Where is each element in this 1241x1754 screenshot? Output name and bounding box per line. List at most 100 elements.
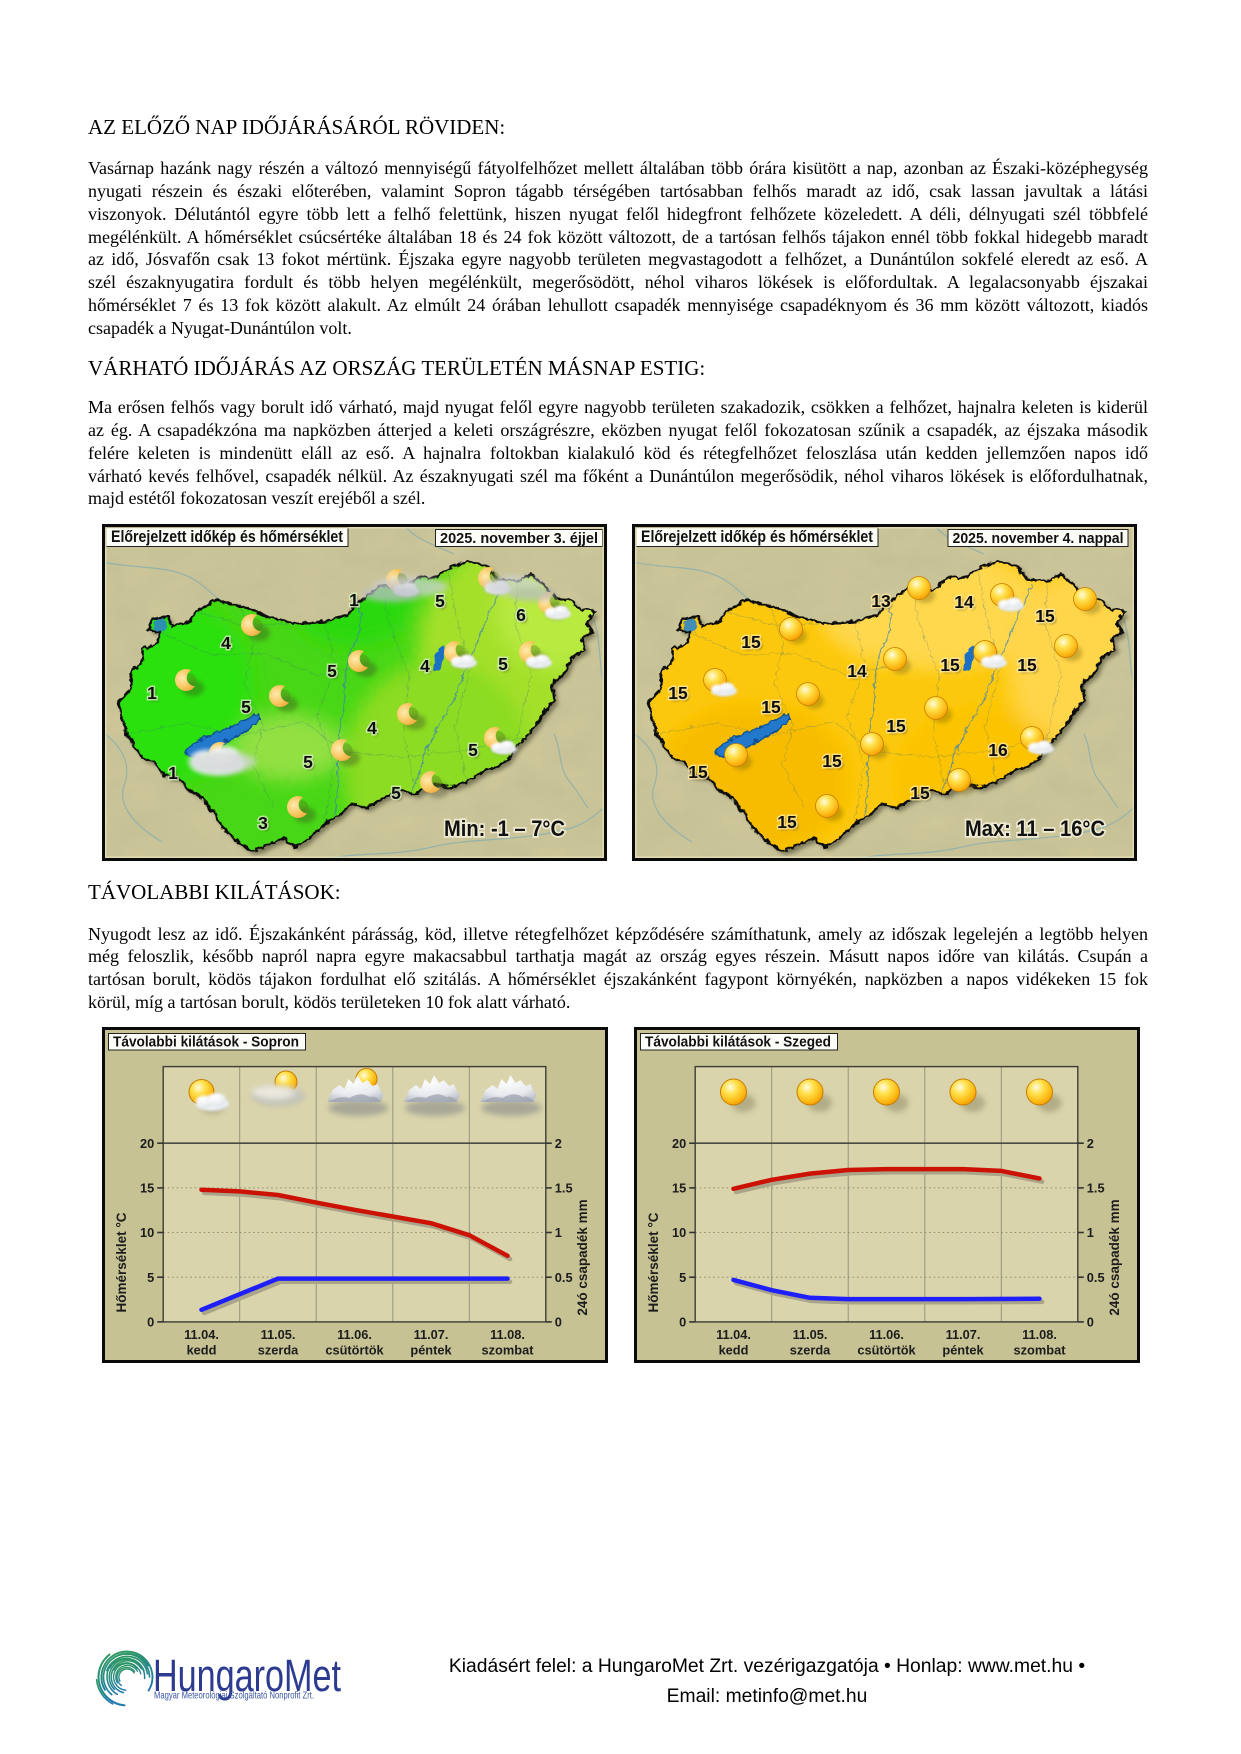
svg-text:4: 4 (420, 656, 430, 676)
svg-text:kedd: kedd (187, 1343, 217, 1358)
svg-text:16: 16 (988, 740, 1008, 760)
svg-text:3: 3 (258, 813, 268, 833)
svg-text:4: 4 (223, 635, 233, 655)
svg-text:15: 15 (761, 697, 781, 717)
svg-text:4: 4 (367, 718, 377, 738)
svg-text:1: 1 (1087, 1225, 1094, 1240)
svg-text:15: 15 (1017, 655, 1037, 675)
svg-text:1: 1 (555, 1225, 562, 1240)
svg-text:13: 13 (871, 591, 891, 611)
svg-text:3: 3 (260, 815, 270, 835)
svg-text:16: 16 (990, 742, 1010, 762)
svg-text:11.05.: 11.05. (261, 1327, 296, 1342)
svg-text:Előrejelzett időkép és hőmérsé: Előrejelzett időkép és hőmérséklet (641, 527, 873, 546)
svg-text:24ó csapadék mm: 24ó csapadék mm (1107, 1199, 1122, 1315)
svg-text:11.06.: 11.06. (869, 1327, 904, 1342)
svg-text:15: 15 (942, 657, 962, 677)
svg-text:5: 5 (435, 591, 445, 611)
svg-text:2025. november 3. éjjel: 2025. november 3. éjjel (440, 531, 598, 547)
svg-text:15: 15 (670, 685, 690, 705)
svg-text:15: 15 (1017, 655, 1037, 675)
svg-text:5: 5 (327, 661, 337, 681)
svg-text:5: 5 (329, 663, 339, 683)
svg-text:14: 14 (849, 663, 869, 683)
svg-text:14: 14 (954, 592, 974, 612)
svg-text:15: 15 (779, 814, 799, 834)
svg-text:11.08.: 11.08. (1022, 1327, 1057, 1342)
svg-text:15: 15 (761, 697, 781, 717)
svg-text:csütörtök: csütörtök (857, 1343, 916, 1358)
svg-text:15: 15 (1035, 606, 1055, 626)
svg-text:1.5: 1.5 (1087, 1181, 1105, 1196)
svg-text:1: 1 (147, 683, 157, 703)
svg-text:15: 15 (1019, 657, 1039, 677)
svg-text:1: 1 (349, 590, 359, 610)
svg-text:5: 5 (327, 661, 337, 681)
svg-text:4: 4 (420, 656, 430, 676)
svg-text:Távolabbi kilátások - Sopron: Távolabbi kilátások - Sopron (113, 1034, 299, 1050)
svg-text:14: 14 (847, 661, 867, 681)
svg-text:4: 4 (221, 633, 231, 653)
svg-text:10: 10 (672, 1225, 686, 1240)
svg-text:15: 15 (140, 1181, 154, 1196)
svg-text:1: 1 (147, 683, 157, 703)
svg-text:15: 15 (886, 716, 906, 736)
svg-text:Hőmérséklet °C: Hőmérséklet °C (646, 1212, 661, 1312)
svg-text:11.05.: 11.05. (793, 1327, 828, 1342)
svg-text:5: 5 (391, 783, 401, 803)
svg-text:Hőmérséklet °C: Hőmérséklet °C (114, 1212, 129, 1312)
svg-text:15: 15 (741, 632, 761, 652)
svg-text:10: 10 (140, 1225, 154, 1240)
svg-text:szerda: szerda (790, 1343, 831, 1358)
svg-text:Max: 11 – 16°C: Max: 11 – 16°C (965, 816, 1105, 841)
svg-text:11.08.: 11.08. (490, 1327, 525, 1342)
svg-text:5: 5 (470, 742, 480, 762)
svg-text:Magyar Meteorológiai Szolgálta: Magyar Meteorológiai Szolgáltató Nonprof… (154, 1691, 314, 1702)
svg-text:6: 6 (516, 605, 526, 625)
svg-text:5: 5 (468, 740, 478, 760)
svg-text:15: 15 (886, 716, 906, 736)
svg-text:15: 15 (888, 718, 908, 738)
svg-text:5: 5 (468, 740, 478, 760)
svg-text:15: 15 (743, 634, 763, 654)
svg-text:5: 5 (435, 591, 445, 611)
svg-text:Min: -1 – 7°C: Min: -1 – 7°C (444, 816, 565, 841)
svg-text:5: 5 (679, 1270, 686, 1285)
svg-text:15: 15 (688, 762, 708, 782)
svg-text:14: 14 (847, 661, 867, 681)
svg-text:15: 15 (777, 812, 797, 832)
svg-text:1: 1 (351, 592, 361, 612)
svg-text:2: 2 (1087, 1136, 1094, 1151)
svg-text:Min: -1 – 7°C: Min: -1 – 7°C (444, 816, 565, 841)
svg-text:15: 15 (912, 785, 932, 805)
svg-text:13: 13 (873, 593, 893, 613)
svg-text:1: 1 (168, 763, 178, 783)
svg-text:5: 5 (241, 697, 251, 717)
svg-text:4: 4 (422, 658, 432, 678)
svg-text:15: 15 (763, 699, 783, 719)
svg-text:5: 5 (498, 654, 508, 674)
svg-text:5: 5 (391, 783, 401, 803)
svg-text:Előrejelzett időkép és hőmérsé: Előrejelzett időkép és hőmérséklet (111, 527, 343, 546)
svg-text:11.04.: 11.04. (716, 1327, 751, 1342)
svg-text:4: 4 (367, 718, 377, 738)
svg-text:15: 15 (668, 683, 688, 703)
svg-text:15: 15 (672, 1181, 686, 1196)
svg-text:5: 5 (393, 785, 403, 805)
svg-text:5: 5 (500, 656, 510, 676)
svg-text:11.07.: 11.07. (946, 1327, 981, 1342)
svg-text:20: 20 (672, 1136, 686, 1151)
svg-text:1.5: 1.5 (555, 1181, 573, 1196)
svg-text:5: 5 (437, 593, 447, 613)
svg-text:15: 15 (668, 683, 688, 703)
svg-text:15: 15 (1035, 606, 1055, 626)
svg-text:szombat: szombat (482, 1343, 535, 1358)
svg-text:11.07.: 11.07. (414, 1327, 449, 1342)
svg-text:2: 2 (555, 1136, 562, 1151)
svg-text:11.06.: 11.06. (337, 1327, 372, 1342)
svg-text:16: 16 (988, 740, 1008, 760)
svg-text:11.04.: 11.04. (184, 1327, 219, 1342)
svg-text:0.5: 0.5 (1087, 1270, 1105, 1285)
svg-text:3: 3 (258, 813, 268, 833)
svg-text:5: 5 (147, 1270, 154, 1285)
